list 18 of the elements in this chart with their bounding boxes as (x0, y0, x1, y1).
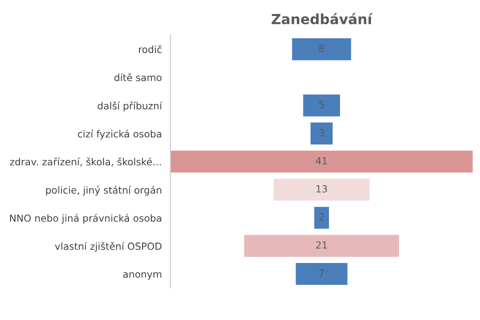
text: Zanedbávání (272, 12, 373, 24)
category-label: zdrav. zařízení, škola, školské… (10, 158, 161, 166)
category-label: NNO nebo jiná právnická osoba (10, 214, 162, 224)
data-label: 13 (316, 185, 328, 193)
category-label: rodič (139, 45, 162, 54)
category-label: dítě samo (114, 73, 162, 82)
data-label: 7 (319, 270, 324, 277)
data-label: 2 (319, 213, 324, 220)
category-label: cizí fyzická osoba (78, 130, 162, 140)
category-label: anonym (123, 272, 162, 280)
data-label: 21 (316, 241, 327, 249)
category-label: policie, jiný státní orgán (46, 186, 162, 196)
category-label: vlastní zjištění OSPOD (54, 242, 162, 252)
data-label: 41 (316, 157, 327, 164)
data-label: 3 (319, 128, 324, 136)
data-label: 8 (319, 44, 324, 52)
category-label: další příbuzní (98, 102, 162, 112)
data-label: 5 (319, 101, 324, 108)
